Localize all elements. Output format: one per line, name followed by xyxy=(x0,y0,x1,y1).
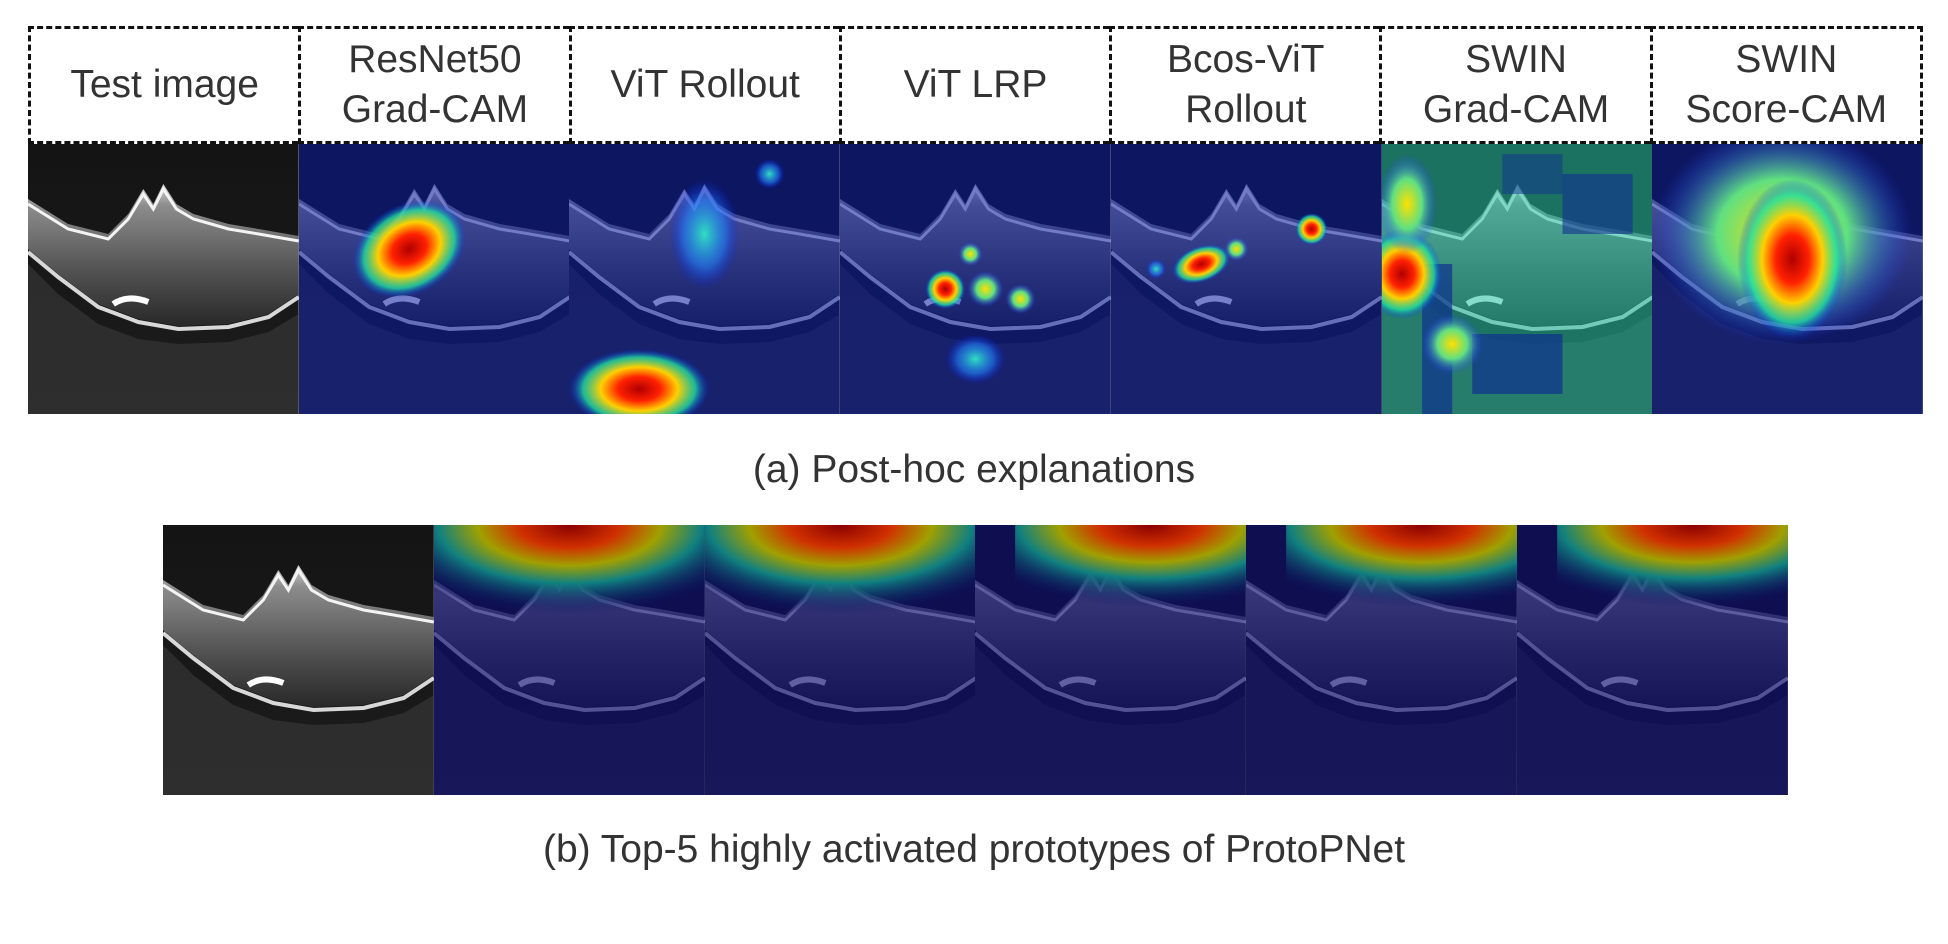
swin-gradcam-heatmap xyxy=(1381,144,1653,414)
prototype-3-heatmap xyxy=(975,525,1247,795)
prototype-2-heatmap xyxy=(704,525,976,795)
swin-scorecam-heatmap xyxy=(1652,144,1924,414)
column-header-test-image: Test image xyxy=(28,26,299,144)
column-header-swin-gradcam: SWIN Grad-CAM xyxy=(1379,26,1650,144)
vit-lrp-heatmap xyxy=(840,144,1111,414)
column-header-row: Test image ResNet50 Grad-CAM ViT Rollout… xyxy=(28,26,1923,144)
vit-rollout-heatmap xyxy=(569,144,841,414)
caption-protopnet-prototypes: (b) Top-5 highly activated prototypes of… xyxy=(542,828,1406,871)
resnet50-gradcam-heatmap xyxy=(298,144,570,414)
oct-test-image xyxy=(163,525,434,795)
post-hoc-explanations-row xyxy=(28,144,1924,414)
prototype-4-heatmap xyxy=(1246,525,1518,795)
column-header-vit-rollout: ViT Rollout xyxy=(568,26,839,144)
caption-post-hoc-explanations: (a) Post-hoc explanations xyxy=(752,448,1196,491)
protopnet-prototypes-row xyxy=(163,525,1788,795)
column-header-vit-lrp: ViT LRP xyxy=(838,26,1110,144)
oct-test-image xyxy=(28,144,299,414)
prototype-5-heatmap xyxy=(1517,525,1788,795)
bcos-vit-rollout-heatmap xyxy=(1110,144,1382,414)
column-header-bcos-vit-rollout: Bcos-ViT Rollout xyxy=(1109,26,1380,144)
column-header-swin-scorecam: SWIN Score-CAM xyxy=(1649,26,1923,144)
column-header-resnet50-gradcam: ResNet50 Grad-CAM xyxy=(298,26,569,144)
prototype-1-heatmap xyxy=(433,525,705,795)
